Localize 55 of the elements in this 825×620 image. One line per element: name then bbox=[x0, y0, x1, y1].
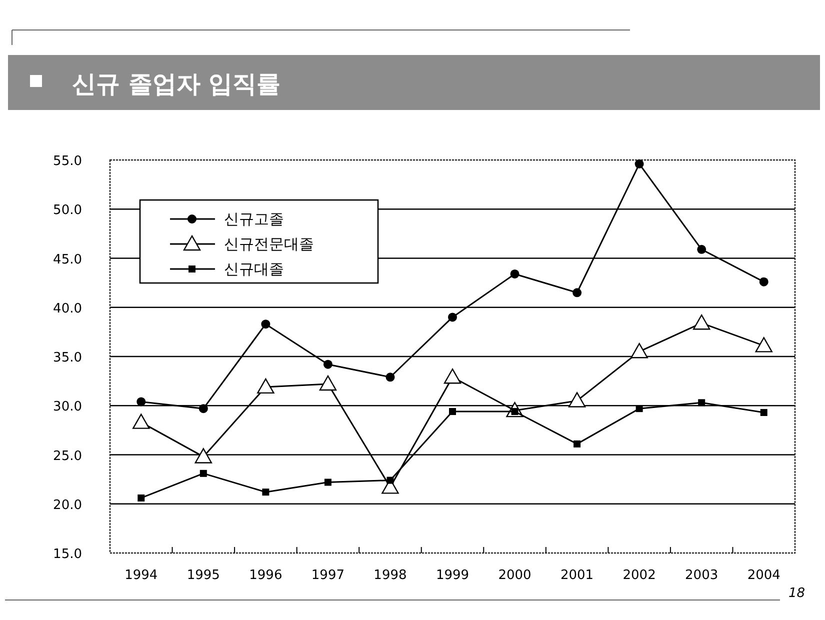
point bbox=[200, 470, 207, 477]
point bbox=[323, 360, 332, 369]
point bbox=[697, 244, 706, 254]
point bbox=[634, 159, 644, 168]
point bbox=[257, 378, 274, 394]
point bbox=[448, 312, 457, 322]
point bbox=[319, 375, 337, 391]
point bbox=[136, 397, 146, 406]
y-tick-label: 35.0 bbox=[53, 350, 82, 366]
x-tick-label: 2002 bbox=[622, 568, 656, 583]
chart-title: 신규 졸업자 입직률 bbox=[72, 70, 281, 98]
point bbox=[132, 414, 150, 429]
y-tick-label: 55.0 bbox=[53, 154, 82, 169]
x-tick-label: 1995 bbox=[186, 568, 220, 583]
legend-label: 신규대졸 bbox=[224, 260, 284, 278]
point bbox=[194, 448, 212, 464]
point bbox=[636, 405, 643, 412]
y-tick-label: 50.0 bbox=[53, 203, 82, 218]
point bbox=[760, 409, 768, 416]
point bbox=[386, 372, 395, 382]
point bbox=[138, 494, 145, 502]
x-tick-label: 2003 bbox=[685, 568, 718, 583]
x-tick-label: 2000 bbox=[498, 568, 532, 583]
legend-label: 신규전문대졸 bbox=[224, 235, 314, 253]
point bbox=[449, 408, 456, 416]
x-tick-label: 1996 bbox=[249, 568, 282, 583]
text: 18 bbox=[788, 586, 805, 601]
y-tick-label: 15.0 bbox=[53, 547, 82, 562]
y-tick-label: 40.0 bbox=[53, 301, 82, 316]
point bbox=[510, 269, 520, 278]
point bbox=[198, 404, 208, 414]
point bbox=[568, 392, 586, 408]
point bbox=[261, 320, 270, 329]
point bbox=[698, 399, 706, 406]
point bbox=[324, 478, 332, 486]
point bbox=[692, 314, 710, 330]
legend-label: 신규고졸 bbox=[224, 210, 284, 228]
x-tick-label: 1994 bbox=[124, 568, 158, 583]
point bbox=[630, 342, 648, 358]
x-tick-label: 2004 bbox=[747, 568, 780, 583]
x-tick-label: 1999 bbox=[436, 568, 470, 583]
point bbox=[755, 337, 772, 352]
point bbox=[444, 368, 462, 384]
x-tick-label: 1998 bbox=[374, 568, 407, 583]
x-tick-label: 2001 bbox=[560, 568, 594, 583]
point bbox=[386, 476, 394, 484]
y-tick-label: 45.0 bbox=[53, 252, 82, 268]
point bbox=[759, 277, 768, 286]
x-tick-label: 1997 bbox=[311, 568, 344, 583]
y-tick-label: 20.0 bbox=[53, 498, 82, 513]
y-tick-label: 25.0 bbox=[53, 448, 82, 464]
point bbox=[262, 488, 270, 496]
y-tick-label: 30.0 bbox=[53, 400, 82, 415]
point bbox=[574, 440, 581, 448]
point bbox=[572, 288, 582, 298]
